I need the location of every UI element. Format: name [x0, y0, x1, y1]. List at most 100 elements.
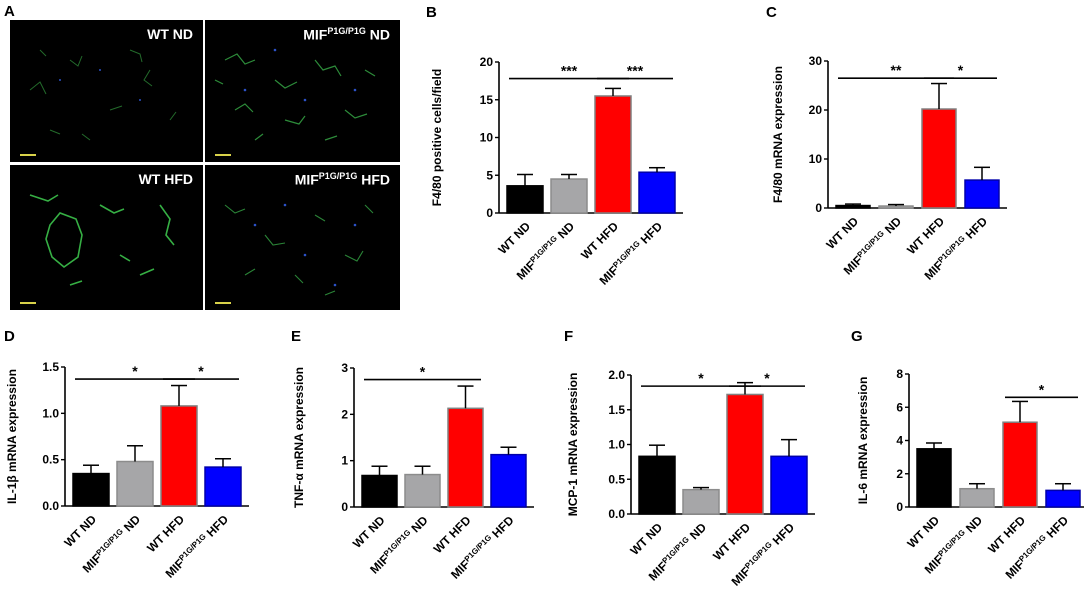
x-tick-label-sup: P1G/P1G: [382, 527, 413, 558]
y-tick-label: 5: [486, 168, 493, 182]
significance-label: **: [891, 62, 902, 78]
x-tick-label: WT HFD: [904, 214, 947, 257]
significance-label: *: [1039, 381, 1045, 397]
y-tick-label: 0.5: [42, 453, 59, 467]
y-tick-label: 1.5: [608, 403, 625, 417]
x-tick-label: WT ND: [627, 520, 665, 558]
y-tick-label: 0: [896, 500, 903, 514]
micrograph-mif-hfd: MIFP1G/P1G HFD: [205, 165, 400, 310]
bar: [116, 460, 154, 507]
y-tick-label: 0: [815, 201, 822, 215]
bar: [964, 179, 1000, 209]
bar: [506, 185, 544, 214]
y-tick-label: 0.0: [608, 507, 625, 521]
x-tick-label: WT ND: [823, 214, 861, 252]
bar: [638, 171, 676, 214]
panel-letter: F: [564, 328, 573, 345]
bar: [1045, 489, 1081, 508]
y-tick-label: 2: [341, 407, 348, 421]
x-tick-label-tail: HFD: [487, 513, 517, 543]
bar: [726, 393, 764, 515]
x-tick-label-main: WT ND: [627, 520, 665, 558]
x-tick-label-sup: P1G/P1G: [94, 526, 125, 557]
x-tick-label-main: WT ND: [904, 513, 942, 551]
x-tick-label: WT HFD: [578, 219, 621, 262]
micrograph-label: WT ND: [147, 26, 193, 42]
x-tick-label-tail: HFD: [635, 219, 665, 249]
x-tick-label-sup: P1G/P1G: [743, 540, 774, 571]
x-tick-label-tail: HFD: [1041, 513, 1071, 543]
panel-letter: G: [851, 328, 863, 345]
y-tick-label: 15: [480, 93, 494, 107]
x-tick-label: WT HFD: [144, 512, 187, 555]
x-tick-label-sup: P1G/P1G: [611, 239, 642, 270]
y-axis-label: IL-6 mRNA expression: [856, 377, 870, 505]
chart-panel-b: B 0 5 10 15 20 F4/80 positive cells/field WT ND…: [426, 4, 683, 288]
y-tick-label: 6: [896, 400, 903, 414]
micrograph-label: MIFP1G/P1G ND: [303, 26, 390, 43]
significance-label: *: [958, 62, 964, 78]
x-tick-label: WT HFD: [710, 520, 753, 563]
x-tick-label: WT HFD: [985, 513, 1028, 556]
y-tick-label: 2.0: [608, 368, 625, 382]
x-tick-label: WT ND: [61, 512, 99, 550]
y-tick-label: 20: [809, 103, 823, 117]
y-tick-label: 2: [896, 467, 903, 481]
significance-label: *: [698, 370, 704, 386]
significance-label: *: [764, 370, 770, 386]
x-tick-label-main: WT HFD: [710, 520, 753, 563]
x-tick-label: WT HFD: [431, 513, 474, 556]
x-tick-label-sup: P1G/P1G: [936, 527, 967, 558]
bar: [361, 474, 398, 508]
x-tick-label-sup: P1G/P1G: [462, 533, 493, 564]
bar: [921, 108, 957, 209]
micrograph-wt-hfd: WT HFD: [10, 165, 203, 310]
panel-letter: D: [4, 328, 15, 345]
y-tick-label: 30: [809, 54, 823, 68]
y-tick-label: 1.0: [608, 438, 625, 452]
panel-letter-a: A: [4, 3, 15, 20]
y-tick-label: 0: [341, 500, 348, 514]
y-tick-label: 0.5: [608, 472, 625, 486]
bar: [594, 95, 632, 214]
bar: [770, 455, 808, 515]
significance-label: *: [132, 363, 138, 379]
scale-bar: [20, 154, 36, 156]
significance-label: *: [420, 364, 426, 380]
bar: [1002, 421, 1038, 508]
bar: [835, 204, 871, 209]
micrograph-image: [214, 48, 376, 141]
micrograph-image: [224, 203, 374, 296]
significance-label: ***: [627, 63, 644, 79]
micrograph-wt-nd: WT ND: [10, 20, 203, 162]
scale-bar: [20, 302, 36, 304]
y-tick-label: 10: [480, 131, 494, 145]
bar: [682, 488, 720, 515]
y-tick-label: 1.0: [42, 406, 59, 420]
bar: [959, 487, 995, 508]
bar: [916, 448, 952, 508]
scale-bar: [215, 154, 231, 156]
x-tick-label-main: WT ND: [61, 512, 99, 550]
x-tick-label: WT ND: [495, 219, 533, 257]
panel-letter: E: [291, 328, 301, 345]
y-axis-label: F4/80 mRNA expression: [771, 66, 785, 203]
y-axis-label: F4/80 positive cells/field: [430, 69, 444, 206]
significance-label: ***: [561, 63, 578, 79]
x-tick-label-main: WT HFD: [904, 214, 947, 257]
x-tick-label: WT ND: [350, 513, 388, 551]
x-tick-label-sup: P1G/P1G: [177, 532, 208, 563]
bar: [638, 455, 676, 515]
x-tick-label-tail: HFD: [201, 512, 231, 542]
y-axis-label: TNF-α mRNA expression: [292, 367, 306, 508]
micrograph-label: MIFP1G/P1G HFD: [294, 171, 390, 188]
y-tick-label: 8: [896, 367, 903, 381]
y-axis-label: IL-1β mRNA expression: [5, 369, 19, 504]
panel-letter: B: [426, 4, 437, 21]
x-tick-label-main: WT HFD: [985, 513, 1028, 556]
micrograph-mif-nd: MIFP1G/P1G ND: [205, 20, 400, 162]
